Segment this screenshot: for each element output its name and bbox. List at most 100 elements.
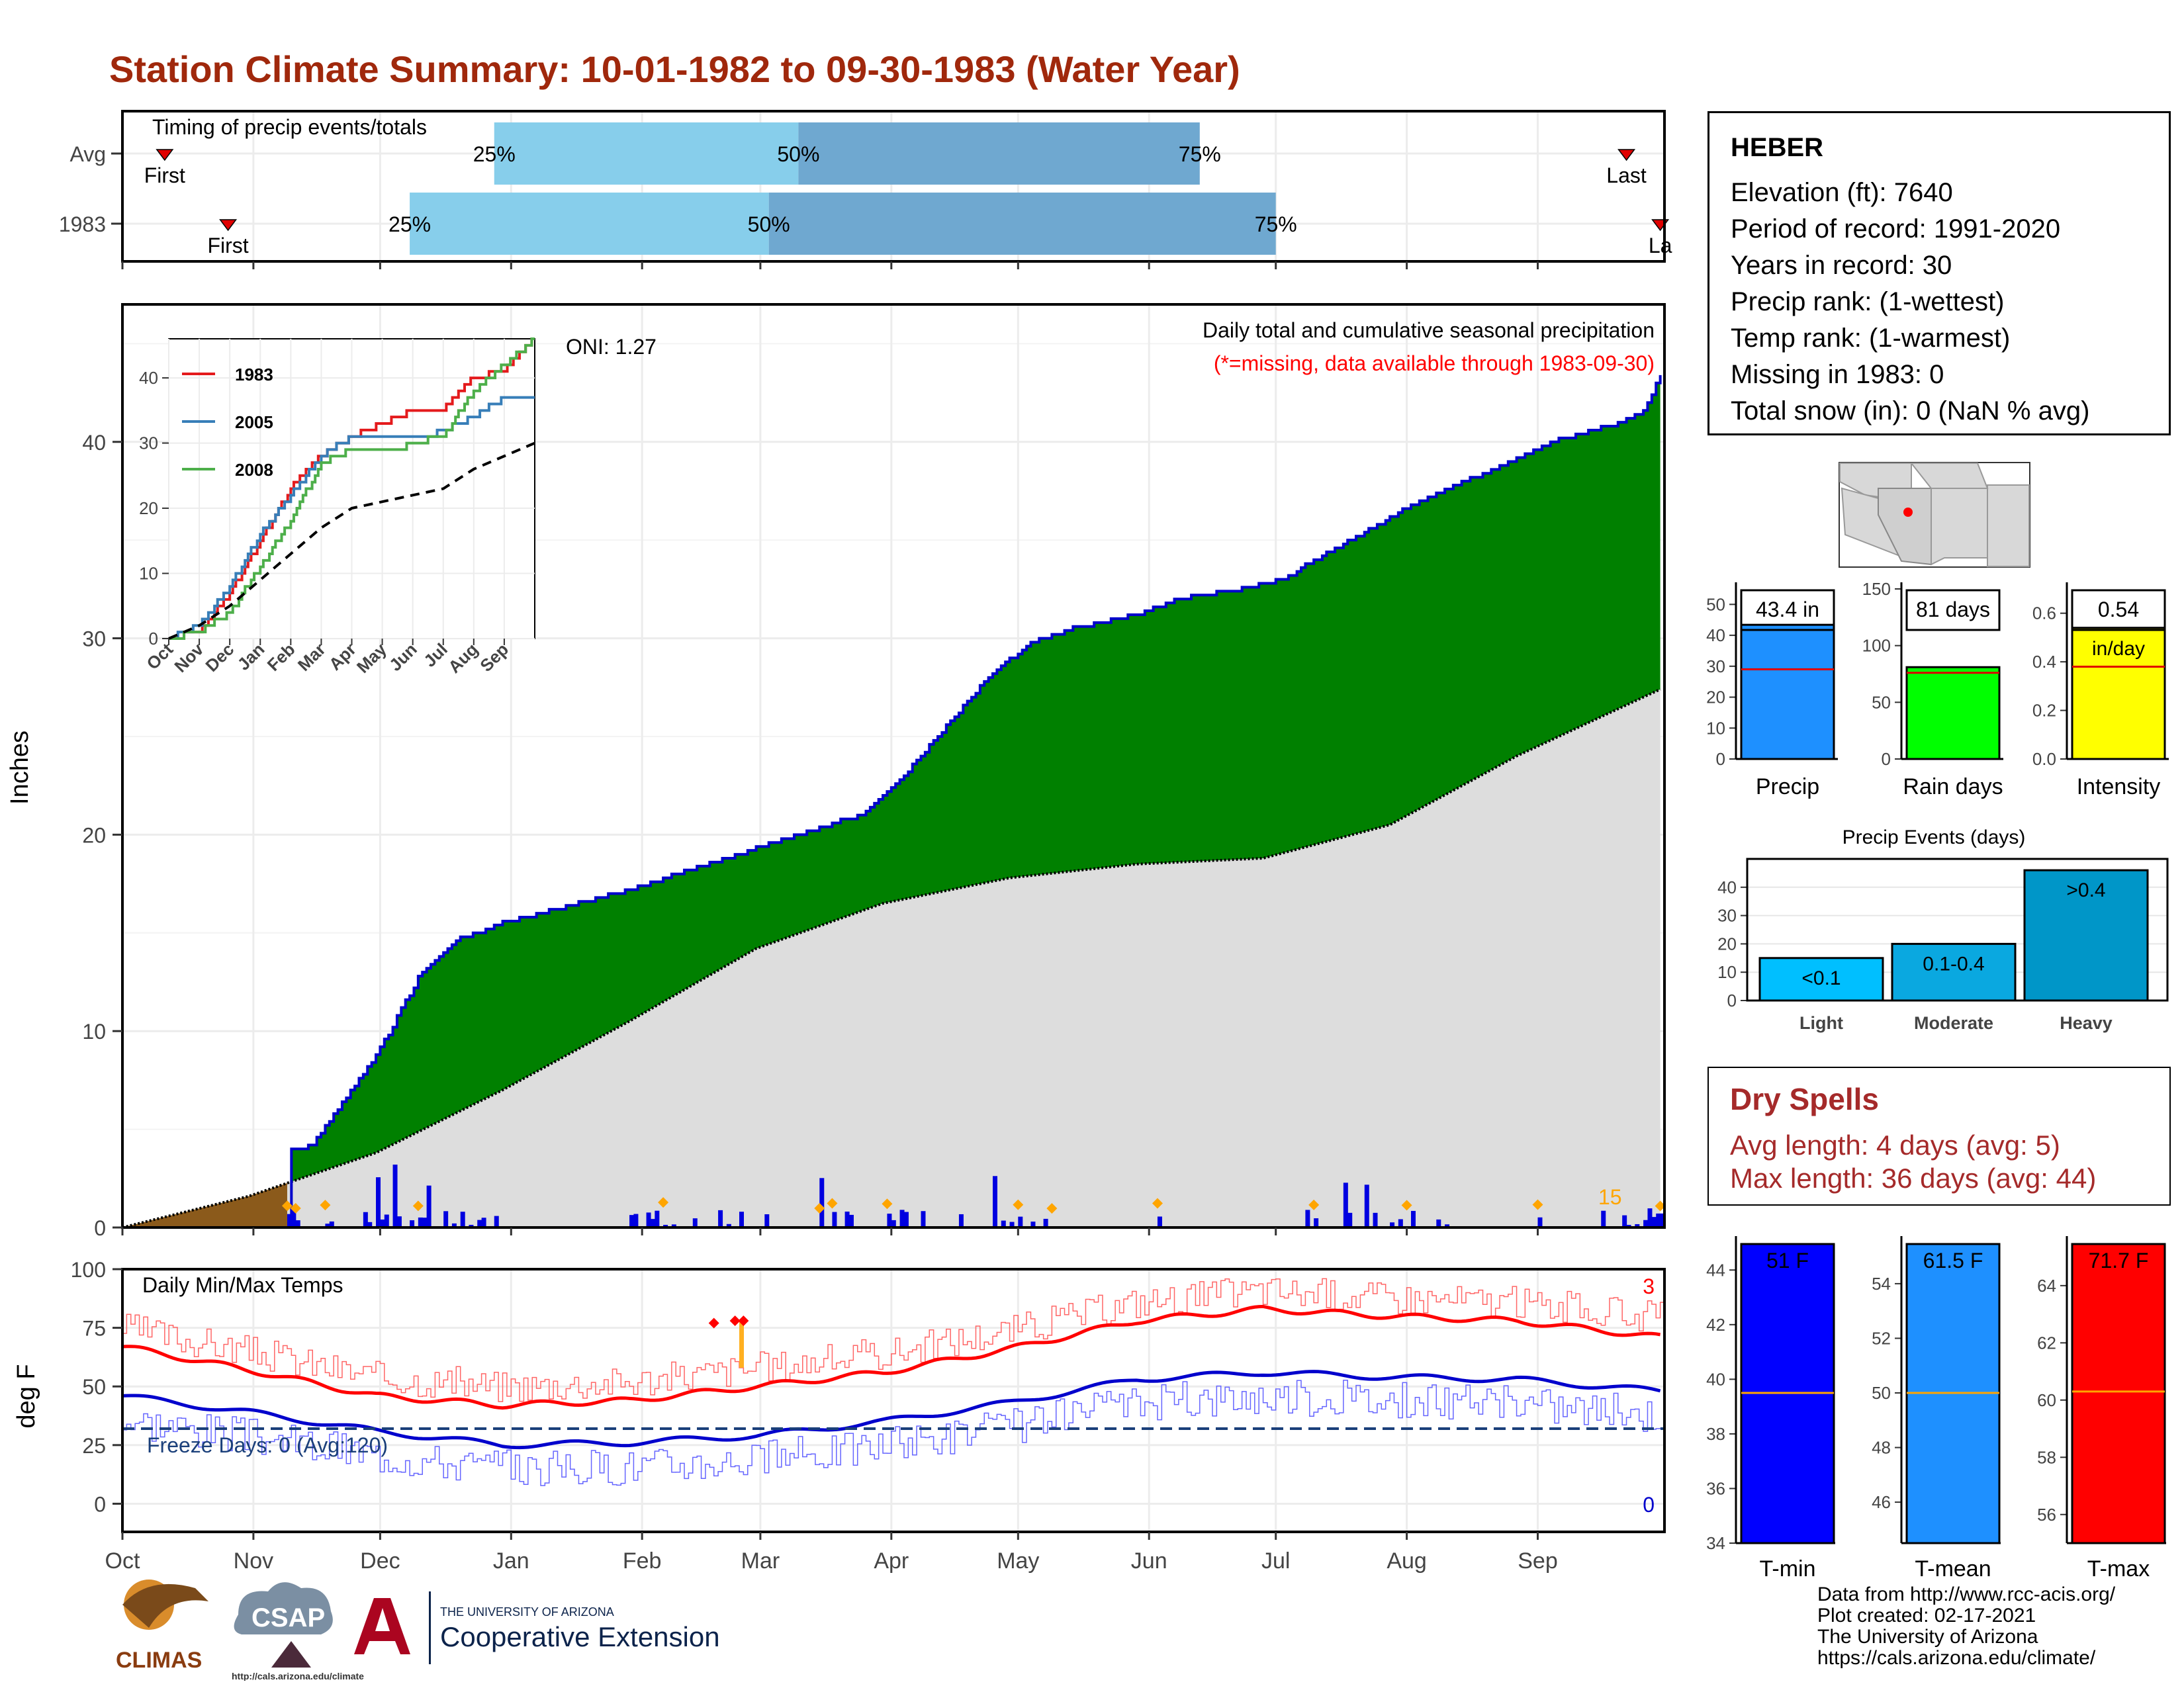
quartile-bar-upper [768,193,1276,255]
precip-y-tick-label: 20 [82,823,106,847]
daily-precip-bar [291,1209,296,1227]
summary-value-box [1905,589,2001,631]
month-label: Jan [493,1548,529,1574]
tempbar-value-text: 51 F [1766,1249,1809,1272]
tempbar-value-text: 61.5 F [1923,1249,1983,1272]
events-bar-label: Heavy [2060,1013,2113,1033]
last-marker [1617,149,1636,161]
daily-precip-bar [718,1210,723,1227]
daily-precip-bar [460,1212,465,1227]
daily-precip-bar [1390,1222,1395,1227]
daily-precip-bar [1043,1218,1048,1227]
main-charts: 25% 50% 75% First Last Avg 25% 50% 75% First La 198… [6,110,1672,1574]
ua-top-text: THE UNIVERSITY OF ARIZONA [440,1605,614,1619]
event-marker [1152,1198,1163,1209]
daily-precip-bar [726,1224,731,1227]
inset-y-tick-label: 40 [139,368,158,388]
summary-y-tick-label: 0.2 [2032,701,2056,721]
daily-precip-bar [1601,1210,1606,1227]
tempbar-y-tick-label: 54 [1872,1274,1891,1294]
inset-series-line [169,337,535,640]
daily-precip-bar [469,1224,474,1227]
daily-precip-bar [633,1214,639,1227]
daily-tmax-line [122,1278,1664,1402]
climas-logo: CLIMAS [116,1580,208,1673]
events-y-tick-label: 40 [1717,877,1737,897]
daily-precip-bar [1445,1224,1450,1227]
daily-precip-bar [396,1216,402,1227]
daily-precip-bar [426,1185,432,1227]
daily-precip-bar [410,1220,415,1227]
credit-line: Data from http://www.rcc-acis.org/ [1817,1583,2116,1605]
daily-precip-bar [1660,1213,1665,1227]
temp-y-tick-label: 100 [71,1258,106,1282]
summary-bars: 0 10 20 30 40 50 43.4 in Precip 0 50 100 150 81 days… [1706,579,2169,799]
precip-ylabel: Inches [6,731,34,805]
credit-line: Plot created: 02-17-2021 [1817,1605,2036,1627]
credit-line: https://cals.arizona.edu/climate/ [1817,1647,2096,1669]
quartile-bar-upper [798,122,1200,185]
daily-precip-bar [1643,1220,1649,1227]
record-bar [739,1320,744,1368]
daily-precip-bar [671,1224,676,1227]
event-marker [290,1202,301,1214]
timing-row-label: Avg [69,142,106,166]
record-max-marker [708,1317,719,1329]
summary-value-bar [2071,627,2166,760]
daily-precip-bar [418,1217,423,1227]
daily-precip-bar [692,1218,698,1227]
tempbar-y-tick-label: 62 [2037,1333,2056,1353]
precip-panel-subtitle: (*=missing, data available through 1983-… [1214,351,1655,375]
tempbar-y-tick-label: 42 [1706,1315,1725,1335]
daily-precip-bar [1410,1210,1416,1227]
logos: CLIMAS CSAP http://cals.arizona.edu/clim… [116,1580,720,1681]
station-info-line: Missing in 1983: 0 [1731,360,1944,389]
daily-precip-bar [287,1214,292,1227]
summary-value-text: 43.4 in [1756,598,1819,621]
precip-y-tick-label: 0 [94,1216,106,1240]
summary-y-tick-label: 50 [1706,594,1725,614]
daily-precip-bar [1656,1213,1661,1227]
tempbar-y-tick-label: 52 [1872,1328,1891,1348]
month-label: Aug [1387,1548,1427,1574]
daily-tmin-line [122,1380,1664,1486]
daily-precip-bar [451,1223,457,1227]
daily-precip-bar [903,1212,909,1227]
daily-precip-bar [739,1212,744,1227]
temp-y-tick-label: 0 [94,1492,106,1516]
timing-row-label: 1983 [59,212,106,236]
temp-frame [121,1268,1666,1533]
summary-value-bar [1905,666,2001,760]
daily-precip-bar [392,1164,398,1227]
daily-precip-bar [891,1220,896,1227]
daily-precip-bar [848,1214,854,1227]
precip-deficit-area [122,1182,287,1227]
daily-precip-bar [376,1177,381,1227]
station-name: HEBER [1731,133,1824,162]
event-marker [1013,1199,1024,1210]
summary-value-box [2071,589,2166,631]
daily-precip-bar [367,1222,373,1227]
record-max-marker [738,1315,749,1326]
daily-precip-bar [422,1218,428,1227]
tempbar-y-tick-label: 34 [1706,1533,1725,1553]
events-frame [1746,858,2169,1002]
month-label: Apr [874,1548,909,1574]
page-title: Station Climate Summary: 10-01-1982 to 0… [109,48,1240,90]
summary-y-tick-label: 0.6 [2032,603,2056,623]
event-marker [658,1197,669,1208]
daily-precip-bar [329,1221,334,1227]
timing-panel: 25% 50% 75% First Last Avg 25% 50% 75% First La 198… [59,110,1672,269]
csap-url: http://cals.arizona.edu/climate [232,1671,364,1681]
temp-max-count: 3 [1643,1274,1655,1298]
daily-precip-bar [363,1212,368,1227]
event-marker [1046,1203,1058,1214]
summary-value-bar [1740,623,1835,760]
normal-cumulative-line [122,688,1661,1229]
month-label: Jul [1261,1548,1290,1574]
summary-y-tick-label: 0.4 [2032,652,2056,672]
daily-precip-bar [629,1215,635,1227]
summary-bar-label: Rain days [1903,774,2003,799]
station-info-line: Temp rank: (1-warmest) [1731,324,2011,353]
daily-precip-bar [380,1219,385,1227]
